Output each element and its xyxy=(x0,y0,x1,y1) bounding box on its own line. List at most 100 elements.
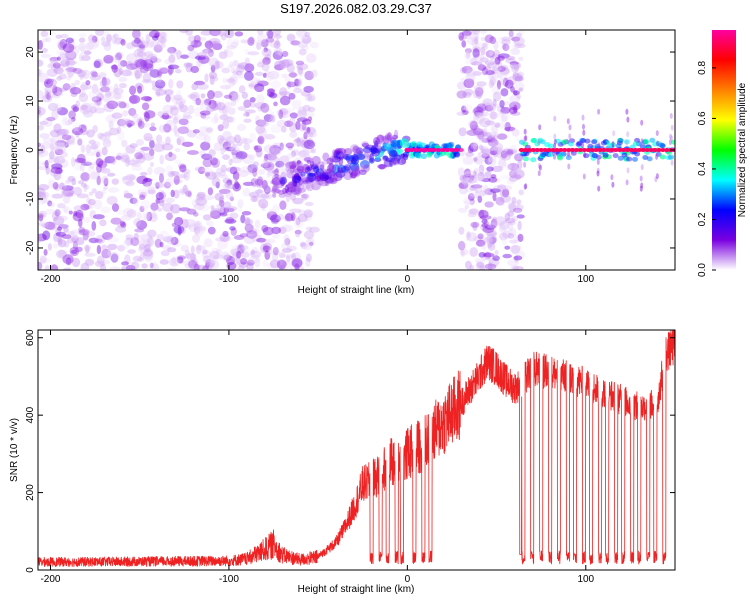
spectrogram-cell xyxy=(596,167,600,174)
spectrogram-cell xyxy=(203,266,210,270)
spectrogram-cell xyxy=(301,119,312,125)
spectrogram-cell xyxy=(58,87,68,92)
spectrogram-cell xyxy=(121,261,129,266)
spectrogram-cell xyxy=(538,124,542,131)
spectrogram-cell xyxy=(115,155,122,160)
spectrogram-cell xyxy=(77,129,89,136)
spectrogram-cell xyxy=(302,38,312,43)
spectrogram-cell xyxy=(154,88,167,96)
spectrogram-cell xyxy=(278,193,287,198)
spectrogram-cell xyxy=(68,118,74,125)
spectrogram-cell xyxy=(504,217,516,224)
spectrogram-cell xyxy=(276,108,289,117)
spectrogram-cell xyxy=(204,195,215,200)
spectrogram-cell xyxy=(71,178,77,186)
spectrogram-cell xyxy=(508,101,521,111)
spectrogram-cell xyxy=(232,253,240,262)
spectrogram-cell xyxy=(440,148,446,152)
spectrogram-cell xyxy=(510,264,519,270)
spectrogram-cell xyxy=(270,180,278,185)
spectrogram-cell xyxy=(129,85,137,96)
spectrogram-cell xyxy=(487,103,496,112)
spectrogram-cell xyxy=(349,161,360,171)
spectrogram-cell xyxy=(566,118,570,125)
spectrogram-cell xyxy=(75,237,85,246)
spectrogram-cell xyxy=(166,247,177,253)
spectrogram-cell xyxy=(75,209,84,219)
spectrogram-cell xyxy=(625,139,629,146)
spectrogram-cell xyxy=(182,260,194,266)
spectrogram-cell xyxy=(491,138,498,148)
spectrogram-cell xyxy=(205,127,213,133)
spectrogram-cell xyxy=(492,255,500,261)
spectrogram-cell xyxy=(40,53,51,58)
spectrogram-cell xyxy=(488,254,495,265)
spectrogram-cell xyxy=(147,236,154,247)
spectrogram-cell xyxy=(153,166,166,176)
spectrogram-cell xyxy=(248,191,260,198)
y-tick-label: -10 xyxy=(25,191,36,206)
spectrogram-cell xyxy=(488,111,496,120)
spectrogram-cell xyxy=(516,214,525,219)
spectrogram-cell xyxy=(274,64,284,71)
spectrogram-cell xyxy=(499,109,505,115)
spectrogram-cell xyxy=(199,56,208,62)
spectrogram-cell xyxy=(135,84,140,90)
spectrogram-cell xyxy=(466,37,478,45)
spectrogram-cell xyxy=(78,41,86,52)
spectrogram-cell xyxy=(149,148,155,157)
spectrogram-cell xyxy=(260,193,273,200)
spectrogram-cell xyxy=(524,183,528,190)
spectrogram-cell xyxy=(116,100,126,107)
spectrogram-cell xyxy=(479,57,489,63)
spectrogram-cell xyxy=(581,142,585,149)
spectrogram-cell xyxy=(137,120,145,130)
spectrogram-cell xyxy=(459,174,467,182)
spectrogram-cell xyxy=(167,66,173,76)
spectrogram-cell xyxy=(272,246,279,256)
spectrogram-cell xyxy=(96,175,101,186)
spectrogram-cell xyxy=(281,58,294,67)
spectrogram-cell xyxy=(464,58,474,65)
spectrogram-cell xyxy=(231,149,239,156)
spectrogram-cell xyxy=(240,166,252,173)
spectrogram-cell xyxy=(611,141,615,147)
spectrogram-cell xyxy=(513,104,518,113)
spectrogram-cell xyxy=(42,137,55,143)
spectrogram-cell xyxy=(125,180,135,187)
spectrogram-cell xyxy=(263,144,275,154)
spectrogram-cell xyxy=(258,198,269,209)
spectrogram-cell xyxy=(242,181,255,187)
spectrogram-cell xyxy=(271,218,279,225)
spectrogram-cell xyxy=(292,168,303,174)
spectrogram-cell xyxy=(492,91,502,102)
spectrogram-cell xyxy=(507,162,520,171)
spectrogram-cell xyxy=(324,176,335,184)
spectrogram-cell xyxy=(290,40,301,46)
spectrogram-cell xyxy=(290,150,297,158)
spectrogram-cell xyxy=(106,100,118,110)
spectrogram-cell xyxy=(537,138,541,145)
spectrogram-cell xyxy=(136,51,147,58)
spectrogram-cell xyxy=(501,237,507,246)
spectrogram-cell xyxy=(300,136,309,145)
spectrogram-cell xyxy=(248,83,260,88)
spectrogram-cell xyxy=(95,234,106,245)
spectrogram-cell xyxy=(262,157,269,168)
spectrogram-cell xyxy=(219,174,229,179)
spectrogram-cell xyxy=(461,40,467,48)
spectrogram-cell xyxy=(111,64,118,73)
spectrogram-cell xyxy=(105,39,112,44)
spectrogram-cell xyxy=(149,262,154,269)
spectrogram-cell xyxy=(101,244,108,251)
spectrogram-cell xyxy=(101,76,107,87)
spectrogram-cell xyxy=(668,154,674,160)
spectrogram-cell xyxy=(494,142,504,153)
spectrogram-cell xyxy=(488,176,498,183)
spectrogram-cell xyxy=(114,37,125,45)
spectrogram-cell xyxy=(242,154,254,165)
spectrogram-cell xyxy=(301,182,312,190)
spectrogram-cell xyxy=(391,157,400,164)
spectrogram-cell xyxy=(101,40,111,47)
spectrogram-cell xyxy=(50,58,55,68)
